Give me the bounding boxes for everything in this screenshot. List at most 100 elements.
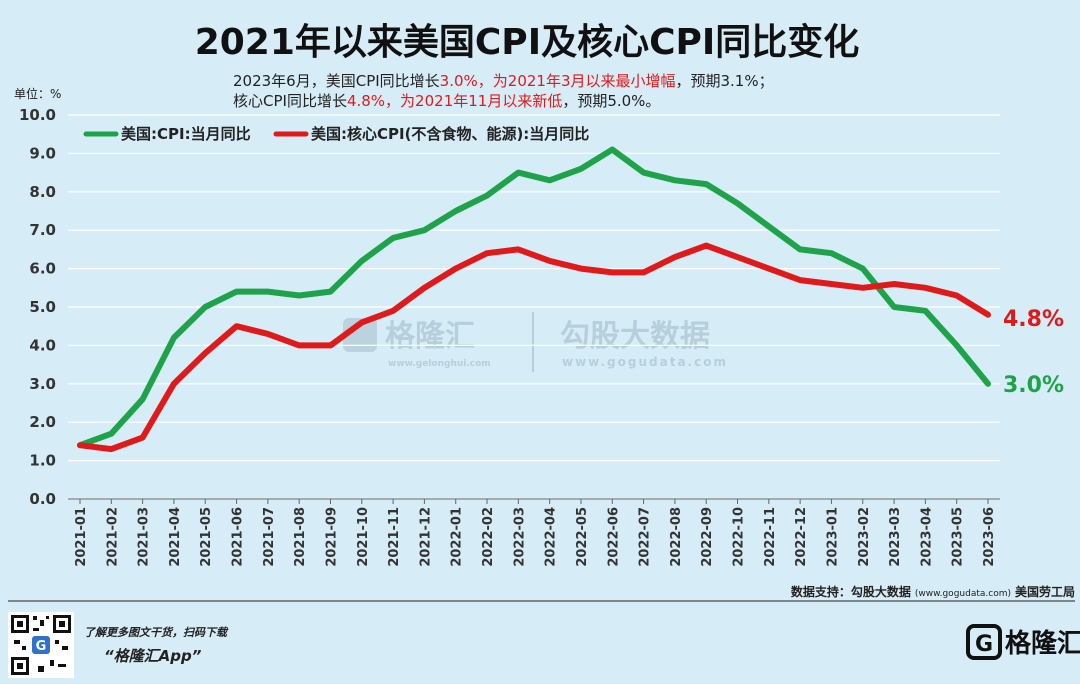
data-point (673, 256, 676, 259)
data-point (799, 279, 802, 282)
data-point (110, 448, 113, 451)
x-tick-label: 2021-07 (262, 507, 277, 567)
y-tick-label: 7.0 (29, 221, 56, 239)
x-tick-label: 2022-07 (638, 507, 653, 567)
data-point (736, 202, 739, 205)
x-tick-label: 2021-05 (199, 507, 214, 567)
x-tick-label: 2022-06 (606, 507, 621, 567)
data-point (830, 252, 833, 255)
x-tick-label: 2021-10 (356, 507, 371, 567)
watermark-data-brand: 勾股大数据 (560, 319, 710, 354)
y-tick-label: 4.0 (29, 336, 56, 354)
data-point (611, 271, 614, 274)
y-tick-label: 8.0 (29, 183, 56, 201)
source-line: 数据支持：勾股大数据 (www.gogudata.com) 美国劳工局 (791, 584, 1075, 599)
data-point (642, 271, 645, 274)
subtitle-segment: 3.0%，为2021年3月以来最小增幅 (440, 72, 676, 90)
data-point (172, 382, 175, 385)
data-point (110, 432, 113, 435)
x-tick-label: 2022-03 (512, 507, 527, 567)
x-tick-label: 2023-04 (919, 507, 934, 567)
data-point (392, 236, 395, 239)
legend-label-core: 美国:核心CPI(不含食物、能源):当月同比 (311, 125, 589, 143)
data-point (861, 267, 864, 270)
data-point (172, 336, 175, 339)
legend: 美国:CPI:当月同比 美国:核心CPI(不含食物、能源):当月同比 (83, 125, 589, 143)
y-tick-label: 9.0 (29, 144, 56, 162)
footer: G 了解更多图文干货，扫码下载 “格隆汇App” G 格隆汇 (8, 612, 1080, 678)
qr-code-icon: G (8, 612, 74, 678)
x-tick-label: 2022-11 (763, 507, 778, 567)
x-tick-label: 2022-09 (700, 507, 715, 567)
data-point (642, 171, 645, 174)
legend-label-cpi: 美国:CPI:当月同比 (121, 125, 251, 143)
data-point (141, 436, 144, 439)
data-point (266, 332, 269, 335)
data-point (235, 325, 238, 328)
data-point (673, 179, 676, 182)
y-tick-label: 2.0 (29, 413, 56, 431)
y-tick-label: 0.0 (29, 490, 56, 508)
data-point (423, 229, 426, 232)
subtitle-segment: 4.8%，为2021年11月以来新低 (347, 92, 562, 110)
data-point (454, 267, 457, 270)
data-point (329, 344, 332, 347)
data-point (924, 286, 927, 289)
data-point (705, 183, 708, 186)
data-point (392, 309, 395, 312)
data-point (517, 171, 520, 174)
data-point (141, 398, 144, 401)
data-point (517, 248, 520, 251)
data-point (454, 210, 457, 212)
data-point (611, 148, 614, 151)
unit-label: 单位：% (14, 86, 61, 101)
data-point (861, 286, 864, 289)
data-point (893, 282, 896, 285)
source-org: 美国劳工局 (1015, 584, 1075, 599)
x-tick-label: 2023-06 (982, 507, 997, 567)
x-tick-label: 2021-02 (105, 507, 120, 567)
source-label: 数据支持：勾股大数据 (791, 584, 911, 599)
grid-lines (68, 114, 1000, 500)
footer-brand: 格隆汇 (1005, 628, 1080, 659)
watermark: 格隆汇 www.gelonghui.com 勾股大数据 www.gogudata… (343, 312, 728, 372)
x-tick-label: 2022-05 (575, 507, 590, 567)
x-tick-label: 2021-06 (231, 507, 246, 567)
y-axis-ticks: 0.0 1.0 2.0 3.0 4.0 5.0 6.0 7.0 8.0 9.0 10.0 (19, 106, 56, 508)
data-point (204, 352, 207, 355)
subtitle-line-2: 核心CPI同比增长4.8%，为2021年11月以来新低，预期5.0%。 (233, 92, 660, 110)
x-tick-label: 2022-02 (481, 507, 496, 567)
data-point (548, 259, 551, 262)
data-point (579, 167, 582, 170)
data-point (423, 286, 426, 289)
watermark-brand: 格隆汇 (385, 319, 475, 354)
data-point (987, 313, 989, 316)
x-tick-label: 2021-08 (293, 507, 308, 567)
subtitle-segment: 核心CPI同比增长 (233, 92, 347, 110)
data-point (548, 179, 551, 182)
data-point (298, 294, 301, 297)
y-tick-label: 1.0 (29, 452, 56, 470)
data-point (799, 248, 802, 251)
x-tick-label: 2021-09 (324, 507, 339, 567)
data-point (955, 294, 958, 297)
data-point (987, 382, 989, 385)
footer-app-name: “格隆汇App” (104, 647, 202, 665)
end-label-cpi: 3.0% (1003, 373, 1064, 398)
subtitle-segment: ，预期5.0%。 (562, 92, 660, 110)
data-point (893, 306, 896, 308)
x-tick-label: 2022-10 (732, 507, 747, 567)
series-line-core (77, 242, 991, 453)
x-tick-label: 2023-01 (825, 507, 840, 567)
data-point (830, 282, 833, 285)
x-axis-ticks: 2021-01 2021-02 2021-03 2021-04 2021-05 2021-… (68, 498, 1000, 567)
x-tick-label: 2022-01 (450, 507, 465, 567)
footer-tagline: 了解更多图文干货，扫码下载 (84, 626, 229, 639)
data-point (486, 252, 489, 255)
brand-logo-icon: G (966, 624, 1002, 660)
watermark-data-url: www.gogudata.com (562, 355, 728, 369)
subtitle-segment: 2023年6月，美国CPI同比增长 (233, 72, 440, 90)
end-label-core: 4.8% (1003, 307, 1064, 332)
x-tick-label: 2021-03 (137, 507, 152, 567)
